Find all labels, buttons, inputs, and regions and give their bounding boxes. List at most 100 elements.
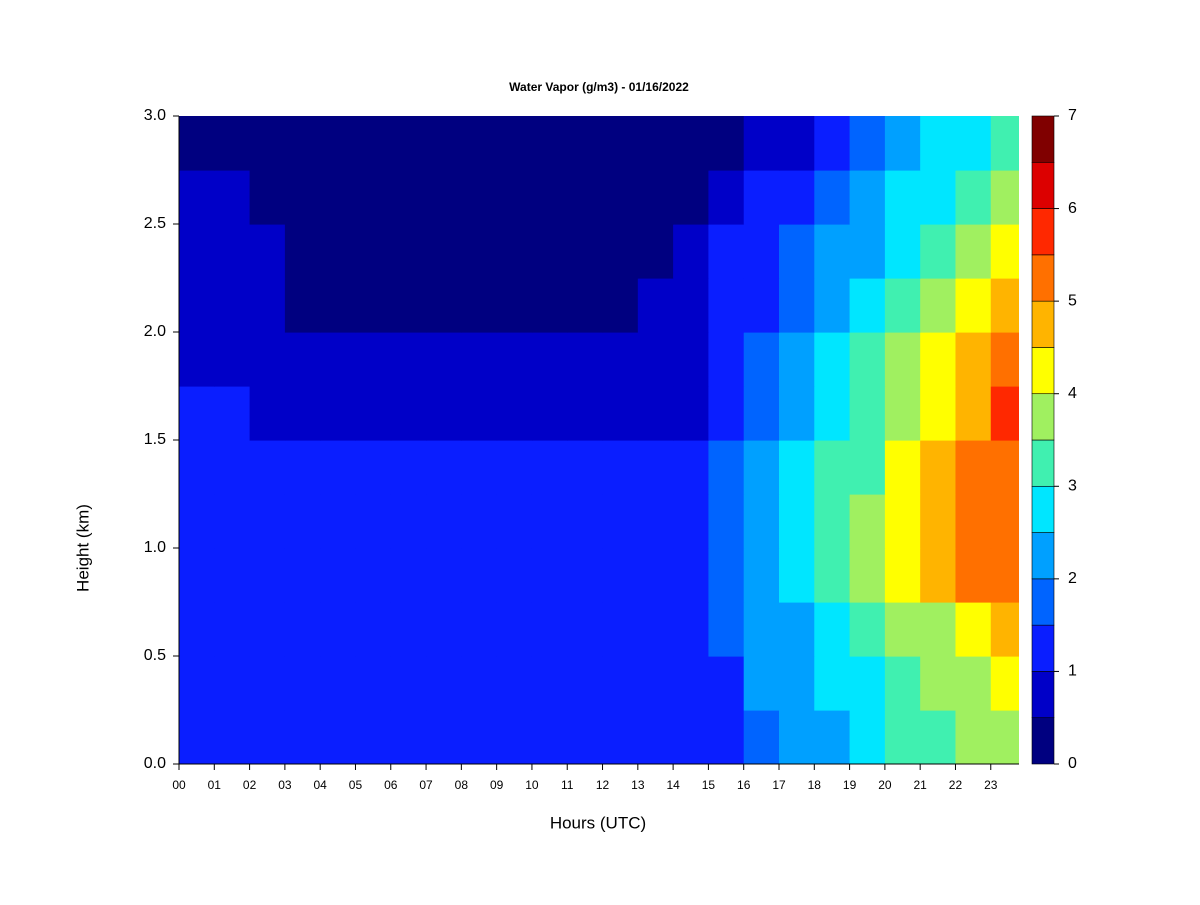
colorbar-cell: [1031, 578, 1055, 626]
heat-cell: [743, 656, 780, 711]
heat-cell: [461, 332, 498, 387]
heat-cell: [320, 278, 357, 333]
heat-cell: [320, 116, 357, 171]
heat-cell: [355, 440, 392, 495]
colorbar-tick-label: 2: [1068, 570, 1077, 587]
heat-cell: [814, 548, 851, 603]
heat-cell: [814, 386, 851, 441]
heat-cell: [214, 116, 251, 171]
heat-cell: [884, 278, 921, 333]
heat-cell: [461, 656, 498, 711]
x-tick-label: 05: [349, 778, 363, 792]
heat-cell: [461, 278, 498, 333]
y-tick-label: 2.0: [144, 323, 166, 340]
heat-cell: [284, 548, 321, 603]
heat-cell: [637, 494, 674, 549]
heat-cell: [920, 116, 957, 171]
heat-cell: [461, 170, 498, 225]
heat-cell: [779, 116, 815, 171]
heat-cell: [673, 710, 710, 764]
heat-cell: [284, 278, 321, 333]
heat-cell: [708, 116, 745, 171]
heat-cell: [531, 170, 568, 225]
heat-cell: [320, 332, 357, 387]
heat-cell: [990, 710, 1019, 764]
colorbar-tick-label: 6: [1068, 200, 1077, 217]
heat-cell: [884, 656, 921, 711]
heat-cell: [637, 332, 674, 387]
heat-cell: [179, 386, 215, 441]
heat-cell: [320, 710, 357, 764]
heat-cell: [249, 224, 286, 279]
heat-cell: [743, 548, 780, 603]
heat-cell: [320, 494, 357, 549]
heat-cell: [708, 278, 745, 333]
heat-cell: [249, 386, 286, 441]
x-tick-label: 08: [455, 778, 469, 792]
heat-cell: [708, 602, 745, 657]
heat-cell: [390, 656, 427, 711]
heat-cell: [779, 440, 815, 495]
heat-cell: [496, 548, 533, 603]
heat-cell: [708, 494, 745, 549]
heat-cell: [990, 278, 1019, 333]
heat-cell: [602, 278, 639, 333]
heat-cell: [461, 548, 498, 603]
heat-cell: [214, 440, 251, 495]
heat-cell: [461, 116, 498, 171]
heat-cell: [179, 548, 215, 603]
heat-cell: [531, 278, 568, 333]
heat-cell: [955, 224, 992, 279]
chart-title: Water Vapor (g/m3) - 01/16/2022: [509, 80, 689, 94]
heat-cell: [531, 440, 568, 495]
heat-cell: [884, 224, 921, 279]
heat-cell: [673, 224, 710, 279]
heat-cell: [531, 602, 568, 657]
heat-cell: [249, 656, 286, 711]
heat-cell: [496, 710, 533, 764]
x-tick-label: 07: [419, 778, 433, 792]
heat-cell: [708, 170, 745, 225]
heat-cell: [567, 494, 604, 549]
heat-cell: [955, 170, 992, 225]
heat-cell: [496, 116, 533, 171]
heat-cell: [990, 386, 1019, 441]
x-tick-label: 20: [878, 778, 892, 792]
heat-cell: [249, 332, 286, 387]
colorbar-tick-label: 0: [1068, 755, 1077, 772]
heat-cell: [390, 440, 427, 495]
heat-cell: [849, 656, 886, 711]
heat-cell: [531, 332, 568, 387]
heat-cell: [179, 116, 215, 171]
heat-cell: [567, 116, 604, 171]
heat-cell: [814, 710, 851, 764]
heat-cell: [708, 548, 745, 603]
heat-cell: [673, 548, 710, 603]
colorbar-cell: [1031, 671, 1055, 719]
heat-cell: [179, 656, 215, 711]
x-tick-label: 15: [702, 778, 716, 792]
heat-cell: [602, 602, 639, 657]
heat-cell: [779, 170, 815, 225]
heat-cell: [602, 548, 639, 603]
heat-cell: [179, 710, 215, 764]
heat-cell: [955, 116, 992, 171]
heat-cell: [496, 602, 533, 657]
heat-cell: [602, 440, 639, 495]
colorbar-cell: [1031, 300, 1055, 348]
heat-cell: [496, 656, 533, 711]
heat-cell: [249, 170, 286, 225]
heat-cell: [602, 494, 639, 549]
heat-cell: [814, 170, 851, 225]
heat-cell: [531, 116, 568, 171]
heat-cell: [673, 386, 710, 441]
heat-cell: [708, 332, 745, 387]
heat-cell: [426, 116, 462, 171]
heat-cell: [955, 548, 992, 603]
x-axis-label: Hours (UTC): [550, 813, 646, 832]
heat-cell: [637, 386, 674, 441]
heat-cell: [390, 386, 427, 441]
x-tick-label: 22: [949, 778, 963, 792]
heat-cell: [249, 116, 286, 171]
heat-cell: [884, 116, 921, 171]
